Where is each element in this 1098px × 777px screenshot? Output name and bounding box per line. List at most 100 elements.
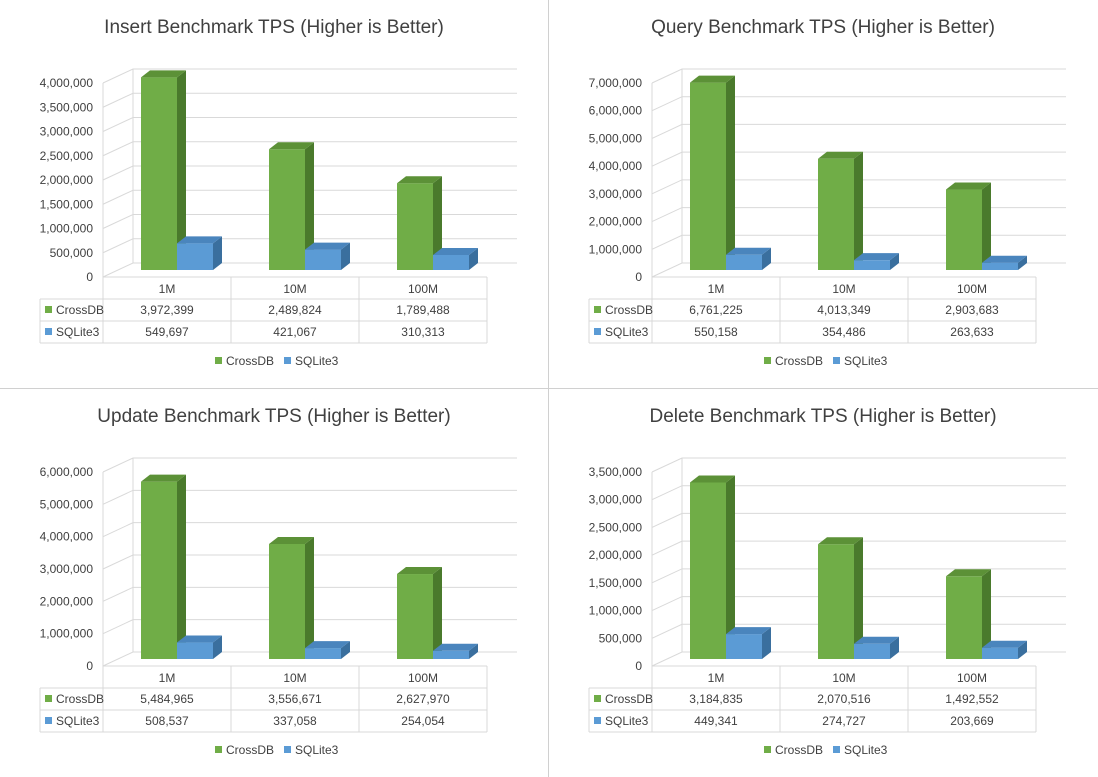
bar-sqlite3-10m xyxy=(854,253,899,270)
data-label-sqlite3-1m: 508,537 xyxy=(145,714,189,728)
bar-sqlite3-10m-front xyxy=(854,643,890,659)
table-key-sqlite3 xyxy=(594,717,601,724)
bar-sqlite3-10m-top xyxy=(305,641,350,649)
bar-sqlite3-100m-front xyxy=(982,262,1018,270)
data-label-sqlite3-10m: 354,486 xyxy=(822,325,866,339)
data-label-crossdb-100m: 2,627,970 xyxy=(396,692,450,706)
bar-sqlite3-10m-front xyxy=(305,648,341,659)
table-series-name-crossdb: CrossDB xyxy=(56,692,104,706)
bar-crossdb-1m xyxy=(690,475,735,659)
y-tick-label: 2,000,000 xyxy=(589,548,643,562)
bar-crossdb-10m-top xyxy=(269,142,314,150)
bar-sqlite3-100m-top xyxy=(433,247,478,255)
bar-sqlite3-10m-top xyxy=(305,242,350,250)
bar-crossdb-100m-front xyxy=(397,574,433,659)
table-series-name-crossdb: CrossDB xyxy=(605,692,653,706)
bar-sqlite3-10m-top xyxy=(854,253,899,261)
legend-label-crossdb: CrossDB xyxy=(775,743,823,757)
bar-crossdb-100m-front xyxy=(946,189,982,270)
chart-title: Delete Benchmark TPS (Higher is Better) xyxy=(649,406,996,427)
data-table: 1M 10M 100M CrossDB 3,972,399 2,489,824 1,789,… xyxy=(39,276,488,344)
category-label-100m: 100M xyxy=(957,671,987,685)
bar-crossdb-100m-side xyxy=(982,569,991,659)
bar-sqlite3-10m-side xyxy=(341,641,350,659)
bar-crossdb-100m-side xyxy=(982,182,991,270)
y-tick-label: 500,000 xyxy=(599,631,643,645)
bar-crossdb-1m xyxy=(141,70,186,270)
bar-sqlite3-100m-front xyxy=(433,650,469,659)
bar-sqlite3-10m-side xyxy=(890,253,899,270)
y-tick-label: 3,000,000 xyxy=(589,187,643,201)
y-tick-label: 2,000,000 xyxy=(40,173,94,187)
data-label-crossdb-10m: 2,070,516 xyxy=(817,692,871,706)
bar-sqlite3-1m-side xyxy=(213,635,222,659)
legend-key-crossdb xyxy=(215,357,222,364)
bar-sqlite3-10m-side xyxy=(890,636,899,659)
table-key-crossdb xyxy=(594,306,601,313)
data-label-sqlite3-10m: 337,058 xyxy=(273,714,317,728)
table-series-name-sqlite3: SQLite3 xyxy=(605,325,649,339)
y-tick-label: 1,500,000 xyxy=(589,576,643,590)
y-tick-label: 6,000,000 xyxy=(589,104,643,118)
legend: CrossDB SQLite3 xyxy=(764,743,888,757)
query-chart: Query Benchmark TPS (Higher is Better)01… xyxy=(588,17,1066,368)
bar-sqlite3-1m-front xyxy=(726,254,762,270)
bar-crossdb-100m-top xyxy=(397,176,442,184)
legend-key-crossdb xyxy=(764,746,771,753)
bar-sqlite3-100m xyxy=(982,255,1027,270)
category-label-1m: 1M xyxy=(708,671,725,685)
bar-crossdb-1m-front xyxy=(141,481,177,659)
category-label-1m: 1M xyxy=(159,671,176,685)
bar-sqlite3-100m xyxy=(982,640,1027,659)
bar-crossdb-10m xyxy=(269,142,314,270)
bar-sqlite3-100m-side xyxy=(1018,255,1027,270)
legend-key-crossdb xyxy=(215,746,222,753)
category-label-100m: 100M xyxy=(408,282,438,296)
legend: CrossDB SQLite3 xyxy=(215,743,339,757)
bar-sqlite3-1m xyxy=(726,627,771,659)
y-tick-label: 0 xyxy=(86,659,93,673)
bar-crossdb-1m xyxy=(141,474,186,659)
bar-crossdb-100m-side xyxy=(433,567,442,659)
bar-sqlite3-10m xyxy=(854,636,899,659)
data-label-sqlite3-100m: 310,313 xyxy=(401,325,445,339)
bar-crossdb-1m-side xyxy=(726,475,735,659)
bar-sqlite3-100m-front xyxy=(982,647,1018,659)
bar-sqlite3-1m-front xyxy=(726,634,762,659)
bar-sqlite3-100m-side xyxy=(469,247,478,270)
category-label-100m: 100M xyxy=(408,671,438,685)
table-key-sqlite3 xyxy=(594,328,601,335)
data-label-crossdb-100m: 1,789,488 xyxy=(396,303,450,317)
table-key-crossdb xyxy=(45,306,52,313)
legend: CrossDB SQLite3 xyxy=(215,354,339,368)
bar-crossdb-100m xyxy=(946,569,991,659)
bar-sqlite3-100m xyxy=(433,247,478,270)
data-label-sqlite3-100m: 263,633 xyxy=(950,325,994,339)
legend-label-crossdb: CrossDB xyxy=(775,354,823,368)
legend-label-sqlite3: SQLite3 xyxy=(844,354,888,368)
update-chart: Update Benchmark TPS (Higher is Better) 0… xyxy=(39,406,517,757)
bar-sqlite3-1m-front xyxy=(177,642,213,659)
legend: CrossDB SQLite3 xyxy=(764,354,888,368)
data-label-sqlite3-100m: 203,669 xyxy=(950,714,994,728)
y-tick-label: 0 xyxy=(635,659,642,673)
data-label-crossdb-100m: 2,903,683 xyxy=(945,303,999,317)
legend-key-crossdb xyxy=(764,357,771,364)
data-table: 1M 10M 100M CrossDB 6,761,225 4,013,349 2,903,… xyxy=(588,276,1037,344)
query-chart-panel: Query Benchmark TPS (Higher is Better) 0 1… xyxy=(549,0,1098,388)
bar-crossdb-10m-side xyxy=(854,151,863,270)
y-tick-label: 1,500,000 xyxy=(40,197,94,211)
y-tick-label: 2,500,000 xyxy=(40,149,94,163)
bar-sqlite3-1m-top xyxy=(177,236,222,244)
y-tick-label: 7,000,000 xyxy=(589,76,643,90)
data-label-crossdb-100m: 1,492,552 xyxy=(945,692,999,706)
data-label-crossdb-10m: 4,013,349 xyxy=(817,303,871,317)
y-tick-label: 6,000,000 xyxy=(40,465,94,479)
bar-crossdb-1m-top xyxy=(690,475,735,483)
bar-sqlite3-100m-front xyxy=(433,254,469,270)
gridline xyxy=(102,457,517,473)
update-chart-panel: Update Benchmark TPS (Higher is Better) 0… xyxy=(0,389,549,777)
bar-sqlite3-100m-side xyxy=(1018,640,1027,659)
bar-sqlite3-10m-top xyxy=(854,636,899,644)
bar-sqlite3-10m-side xyxy=(341,242,350,270)
